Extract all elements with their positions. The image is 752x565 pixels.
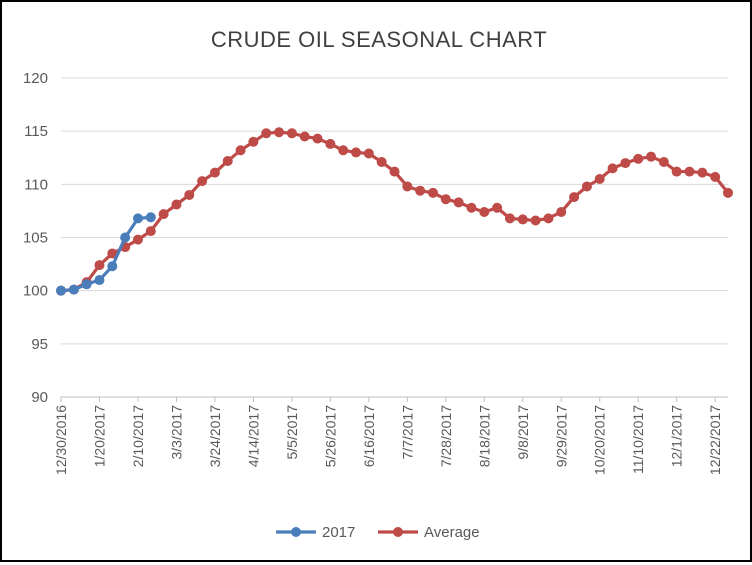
data-point [453,197,464,208]
data-point [723,187,733,198]
data-point [132,234,143,245]
x-tick-label: 9/8/2017 [515,405,531,460]
data-point [543,213,554,224]
y-tick-label: 110 [24,176,48,193]
x-tick-label: 5/5/2017 [284,405,300,460]
data-point [261,128,272,139]
data-point [620,158,631,169]
data-point [569,192,580,203]
data-point [235,145,246,156]
gridlines [61,77,728,345]
data-point [415,185,426,196]
data-point [351,147,362,158]
x-tick-label: 10/20/2017 [592,405,608,475]
x-tick-label: 3/3/2017 [168,405,184,460]
x-axis: 12/30/2016 1/20/2017 2/10/2017 3/3/2017 3/24… [53,396,728,475]
data-point [530,215,541,226]
x-tick-label: 3/24/2017 [207,405,223,467]
series-average [56,127,733,296]
legend-label: Average [424,524,480,541]
data-point [517,214,528,225]
y-tick-label: 90 [31,389,48,406]
y-tick-label: 105 [23,230,48,247]
legend-swatch-marker [291,527,301,537]
data-point [671,166,682,177]
data-point [120,232,131,243]
data-point [299,131,310,142]
chart-title: CRUDE OIL SEASONAL CHART [211,27,547,52]
data-point [338,145,349,156]
data-point [710,171,721,182]
data-point [81,279,92,290]
legend-swatch-marker [393,527,403,537]
data-point [68,284,79,295]
data-point [466,202,477,213]
data-point [171,199,182,210]
data-point [581,181,592,192]
x-tick-label: 12/1/2017 [669,405,685,467]
series-2017 [56,212,156,296]
x-tick-label: 7/28/2017 [438,405,454,467]
x-tick-label: 11/10/2017 [630,405,646,474]
data-point [325,138,336,149]
legend-item-average: Average [378,524,480,541]
x-tick-label: 8/18/2017 [476,405,492,467]
data-point [492,202,503,213]
data-point [376,157,387,168]
data-point [658,157,669,168]
data-point [594,174,605,185]
y-axis-ticks: 90 95 100 105 110 115 120 [23,70,48,406]
data-point [197,176,208,187]
data-point [158,209,169,220]
data-point [184,189,195,200]
data-point [274,127,285,138]
x-tick-label: 12/30/2016 [53,405,69,475]
data-point [684,166,695,177]
x-tick-label: 4/14/2017 [245,405,261,467]
data-point [107,261,118,272]
x-tick-label: 1/20/2017 [91,405,107,467]
x-tick-label: 5/26/2017 [322,405,338,467]
data-point [132,213,143,224]
data-point [209,167,220,178]
y-tick-label: 115 [24,123,48,140]
data-point [248,136,259,147]
data-point [94,275,105,286]
y-tick-label: 120 [23,70,48,87]
data-point [145,212,156,223]
data-point [633,153,644,164]
data-point [107,248,118,259]
y-tick-label: 100 [23,283,48,300]
y-tick-label: 95 [31,336,48,353]
data-point [363,148,374,159]
data-point [56,285,66,296]
x-tick-label: 6/16/2017 [361,405,377,467]
series-layer [56,127,733,296]
data-point [402,181,413,192]
x-tick-label: 2/10/2017 [130,405,146,467]
data-point [440,194,451,205]
data-point [646,151,657,162]
x-tick-label: 9/29/2017 [553,405,569,467]
data-point [145,226,156,237]
data-point [556,206,567,217]
data-point [389,166,400,177]
legend-label: 2017 [322,524,355,541]
legend-item-2017: 2017 [276,524,355,541]
legend: 2017 Average [276,524,480,541]
x-tick-label: 12/22/2017 [707,405,723,475]
data-point [94,260,105,271]
data-point [286,128,297,139]
data-point [607,163,618,174]
data-point [504,213,515,224]
data-point [222,155,233,166]
series-line [60,215,151,293]
data-point [312,133,323,144]
data-point [697,167,708,178]
data-point [479,206,490,217]
data-point [427,187,438,198]
x-tick-label: 7/7/2017 [399,405,415,460]
